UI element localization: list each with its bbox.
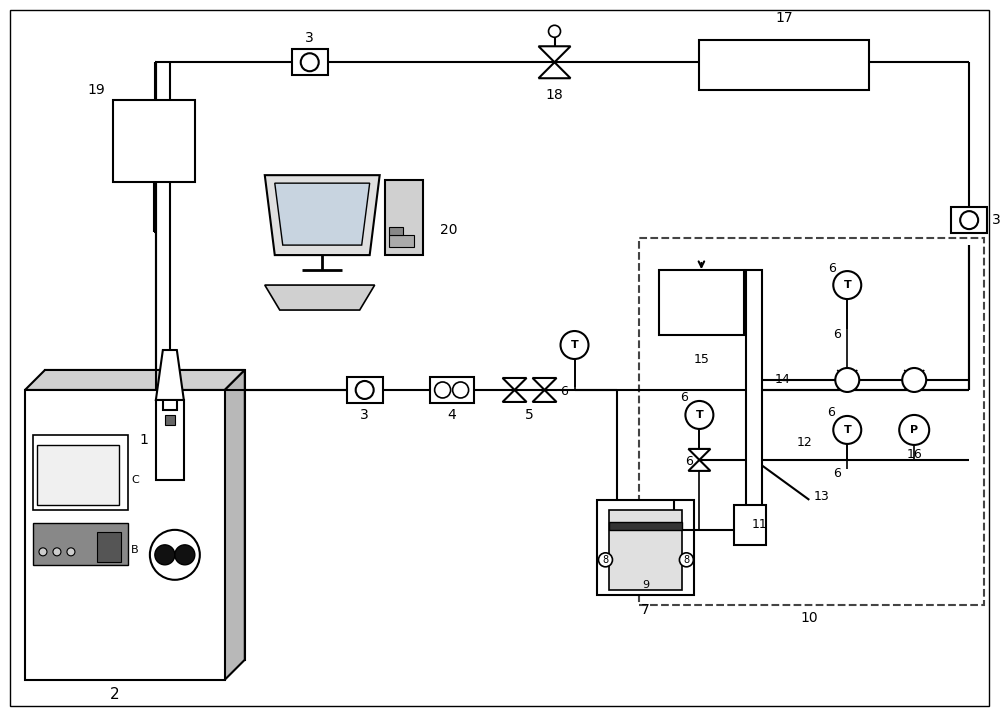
Text: T: T <box>843 280 851 290</box>
Bar <box>430 377 474 403</box>
Bar <box>389 227 403 235</box>
Bar <box>385 180 423 255</box>
Text: 8: 8 <box>602 555 609 565</box>
Polygon shape <box>533 390 557 402</box>
Polygon shape <box>533 378 557 390</box>
Bar <box>746 270 762 530</box>
Circle shape <box>685 401 713 429</box>
Polygon shape <box>265 175 380 255</box>
Text: 1: 1 <box>139 433 148 447</box>
Bar <box>165 415 175 425</box>
Text: 15: 15 <box>693 354 709 367</box>
Bar <box>609 522 682 530</box>
Polygon shape <box>45 370 245 659</box>
Text: T: T <box>696 410 703 420</box>
Bar <box>734 505 766 545</box>
Text: 4: 4 <box>447 408 456 422</box>
Circle shape <box>67 548 75 556</box>
Text: 11: 11 <box>751 518 767 531</box>
Bar <box>609 510 682 590</box>
Text: 6: 6 <box>833 327 841 341</box>
Text: 6: 6 <box>827 407 835 420</box>
Text: 10: 10 <box>800 611 818 625</box>
Text: T: T <box>843 425 851 435</box>
Circle shape <box>835 368 859 392</box>
Circle shape <box>356 381 374 399</box>
Bar <box>347 377 383 403</box>
Bar <box>389 235 414 247</box>
Circle shape <box>435 382 451 398</box>
Text: 3: 3 <box>992 213 1000 227</box>
Polygon shape <box>688 449 710 460</box>
Circle shape <box>53 548 61 556</box>
Bar <box>25 390 225 679</box>
Text: 16: 16 <box>906 448 922 461</box>
Circle shape <box>453 382 469 398</box>
Circle shape <box>598 553 612 567</box>
Polygon shape <box>25 370 245 390</box>
Text: 2: 2 <box>110 687 120 702</box>
Text: 12: 12 <box>796 437 812 450</box>
Bar <box>113 100 195 182</box>
Text: 14: 14 <box>774 374 790 387</box>
Text: B: B <box>131 545 139 555</box>
Circle shape <box>833 271 861 299</box>
Bar <box>659 270 744 335</box>
Circle shape <box>902 368 926 392</box>
Text: 6: 6 <box>685 455 693 468</box>
Circle shape <box>155 545 175 565</box>
Text: 5: 5 <box>525 408 534 422</box>
Circle shape <box>899 415 929 445</box>
Polygon shape <box>539 47 571 62</box>
Text: 7: 7 <box>641 603 650 616</box>
Circle shape <box>301 53 319 72</box>
Circle shape <box>833 416 861 444</box>
Bar <box>292 49 328 75</box>
Bar <box>33 435 128 510</box>
Text: 6: 6 <box>833 468 841 480</box>
Polygon shape <box>503 378 527 390</box>
Bar <box>951 207 987 233</box>
Polygon shape <box>688 460 710 471</box>
Bar <box>156 400 184 480</box>
Bar <box>699 40 869 90</box>
Text: 18: 18 <box>546 88 563 102</box>
Bar <box>597 500 694 595</box>
Polygon shape <box>265 285 375 310</box>
Circle shape <box>561 331 588 359</box>
Text: 19: 19 <box>87 83 105 97</box>
Text: 13: 13 <box>813 490 829 503</box>
Text: 6: 6 <box>680 392 688 405</box>
Text: 6: 6 <box>828 261 836 274</box>
Polygon shape <box>503 390 527 402</box>
Polygon shape <box>539 62 571 78</box>
Polygon shape <box>156 350 184 400</box>
Bar <box>163 360 177 410</box>
Circle shape <box>679 553 693 567</box>
Text: 6: 6 <box>561 385 568 399</box>
Text: 9: 9 <box>642 580 649 590</box>
Text: T: T <box>571 340 578 350</box>
Bar <box>37 445 119 505</box>
Circle shape <box>175 545 195 565</box>
Bar <box>639 238 984 605</box>
Polygon shape <box>225 370 245 679</box>
Circle shape <box>39 548 47 556</box>
Text: 20: 20 <box>440 223 457 237</box>
Text: 8: 8 <box>683 555 689 565</box>
Text: 17: 17 <box>776 11 793 25</box>
Circle shape <box>549 25 561 37</box>
Polygon shape <box>275 183 370 245</box>
Text: C: C <box>131 475 139 485</box>
Bar <box>97 532 121 562</box>
Text: P: P <box>910 425 918 435</box>
Text: 3: 3 <box>305 32 314 45</box>
Text: 3: 3 <box>360 408 369 422</box>
Bar <box>33 523 128 565</box>
Circle shape <box>150 530 200 580</box>
Circle shape <box>960 211 978 229</box>
